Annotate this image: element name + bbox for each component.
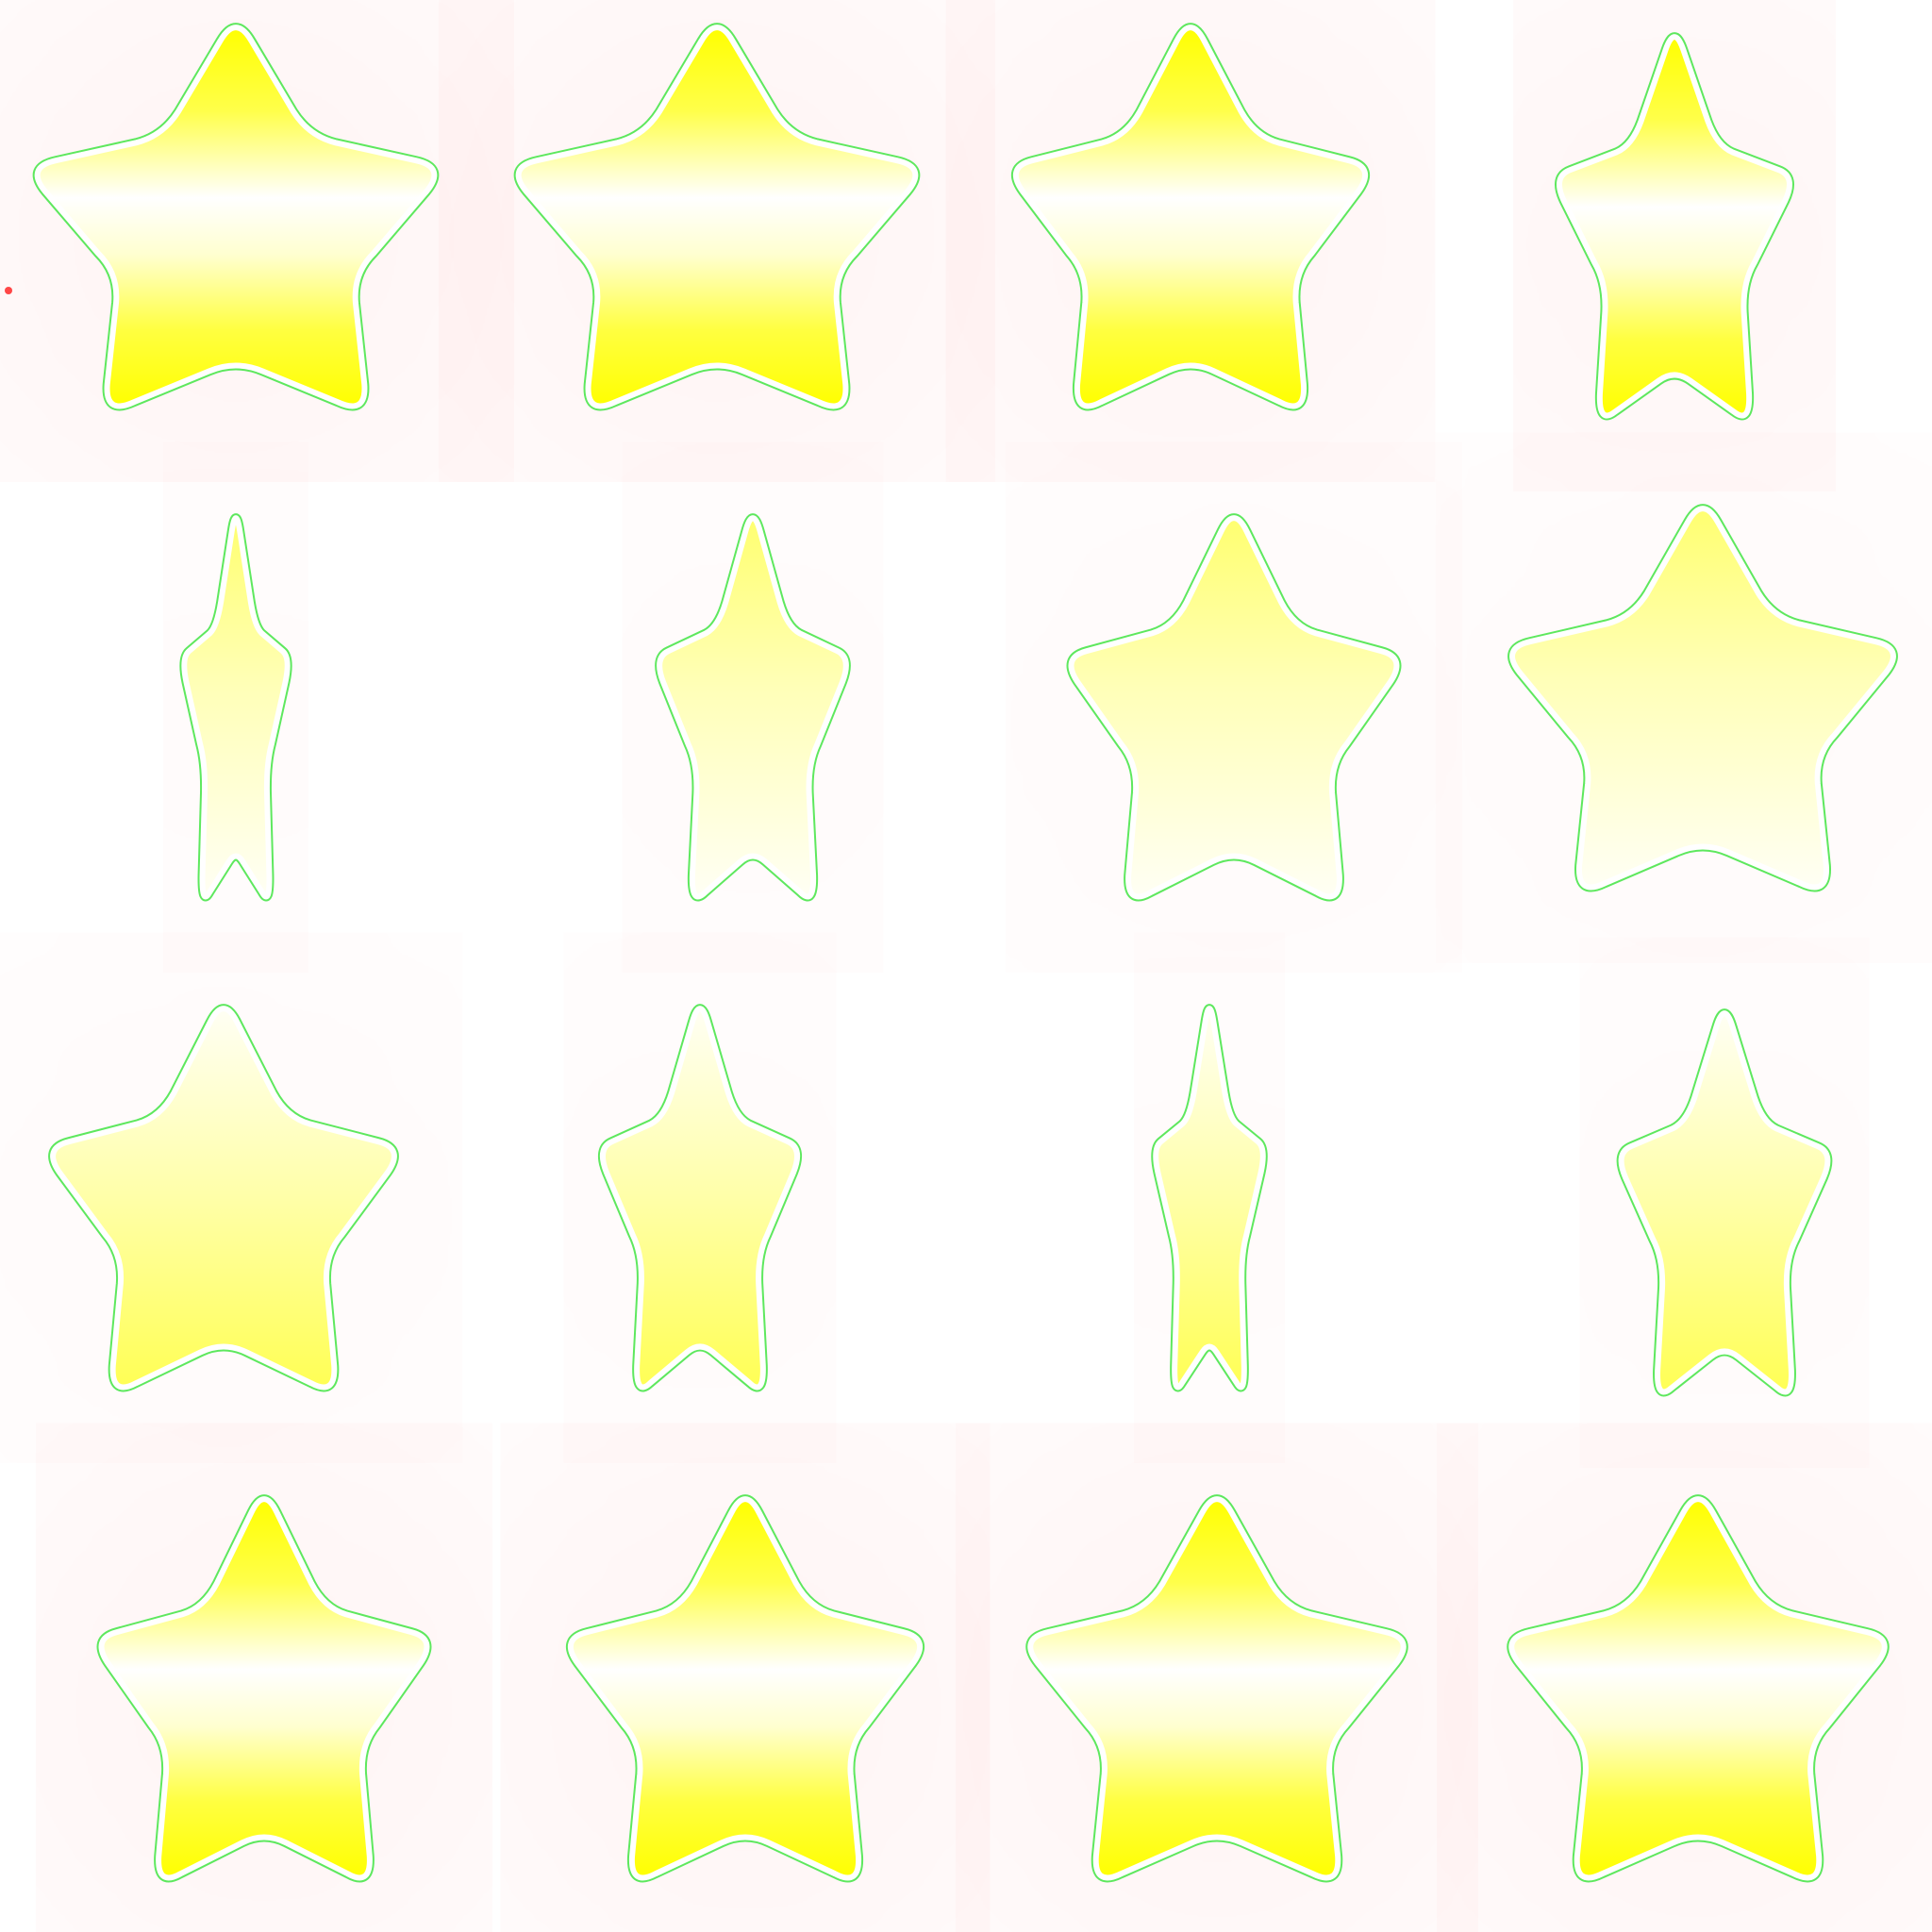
star-body: [1511, 1499, 1885, 1877]
star-body: [1559, 37, 1790, 415]
star-frame-8: [1512, 508, 1893, 887]
star-frame-2: [519, 27, 916, 406]
star-frame-4: [1559, 37, 1790, 415]
star-frame-9: [53, 1008, 394, 1387]
star-body: [1512, 508, 1893, 887]
star-body: [53, 1008, 394, 1387]
star-body: [1030, 1499, 1404, 1877]
star-frame-6: [659, 518, 846, 896]
star-frame-10: [603, 1008, 797, 1387]
star-body: [1622, 1013, 1828, 1391]
star-body: [659, 518, 846, 896]
star-body: [519, 27, 916, 406]
star-frame-14: [571, 1499, 920, 1877]
star-frame-1: [38, 27, 435, 406]
star-body: [38, 27, 435, 406]
star-body: [603, 1008, 797, 1387]
star-frame-15: [1030, 1499, 1404, 1877]
star-frame-11: [1156, 1008, 1263, 1387]
star-body: [101, 1499, 426, 1877]
star-frame-16: [1511, 1499, 1885, 1877]
star-body: [1016, 27, 1365, 406]
star-body: [1156, 1008, 1263, 1387]
stray-dot: [5, 287, 12, 294]
star-frame-3: [1016, 27, 1365, 406]
star-frame-13: [101, 1499, 426, 1877]
star-body: [1071, 518, 1396, 896]
star-body: [184, 518, 287, 896]
star-frame-12: [1622, 1013, 1828, 1391]
star-frame-5: [184, 518, 287, 896]
star-body: [571, 1499, 920, 1877]
star-frame-7: [1071, 518, 1396, 896]
